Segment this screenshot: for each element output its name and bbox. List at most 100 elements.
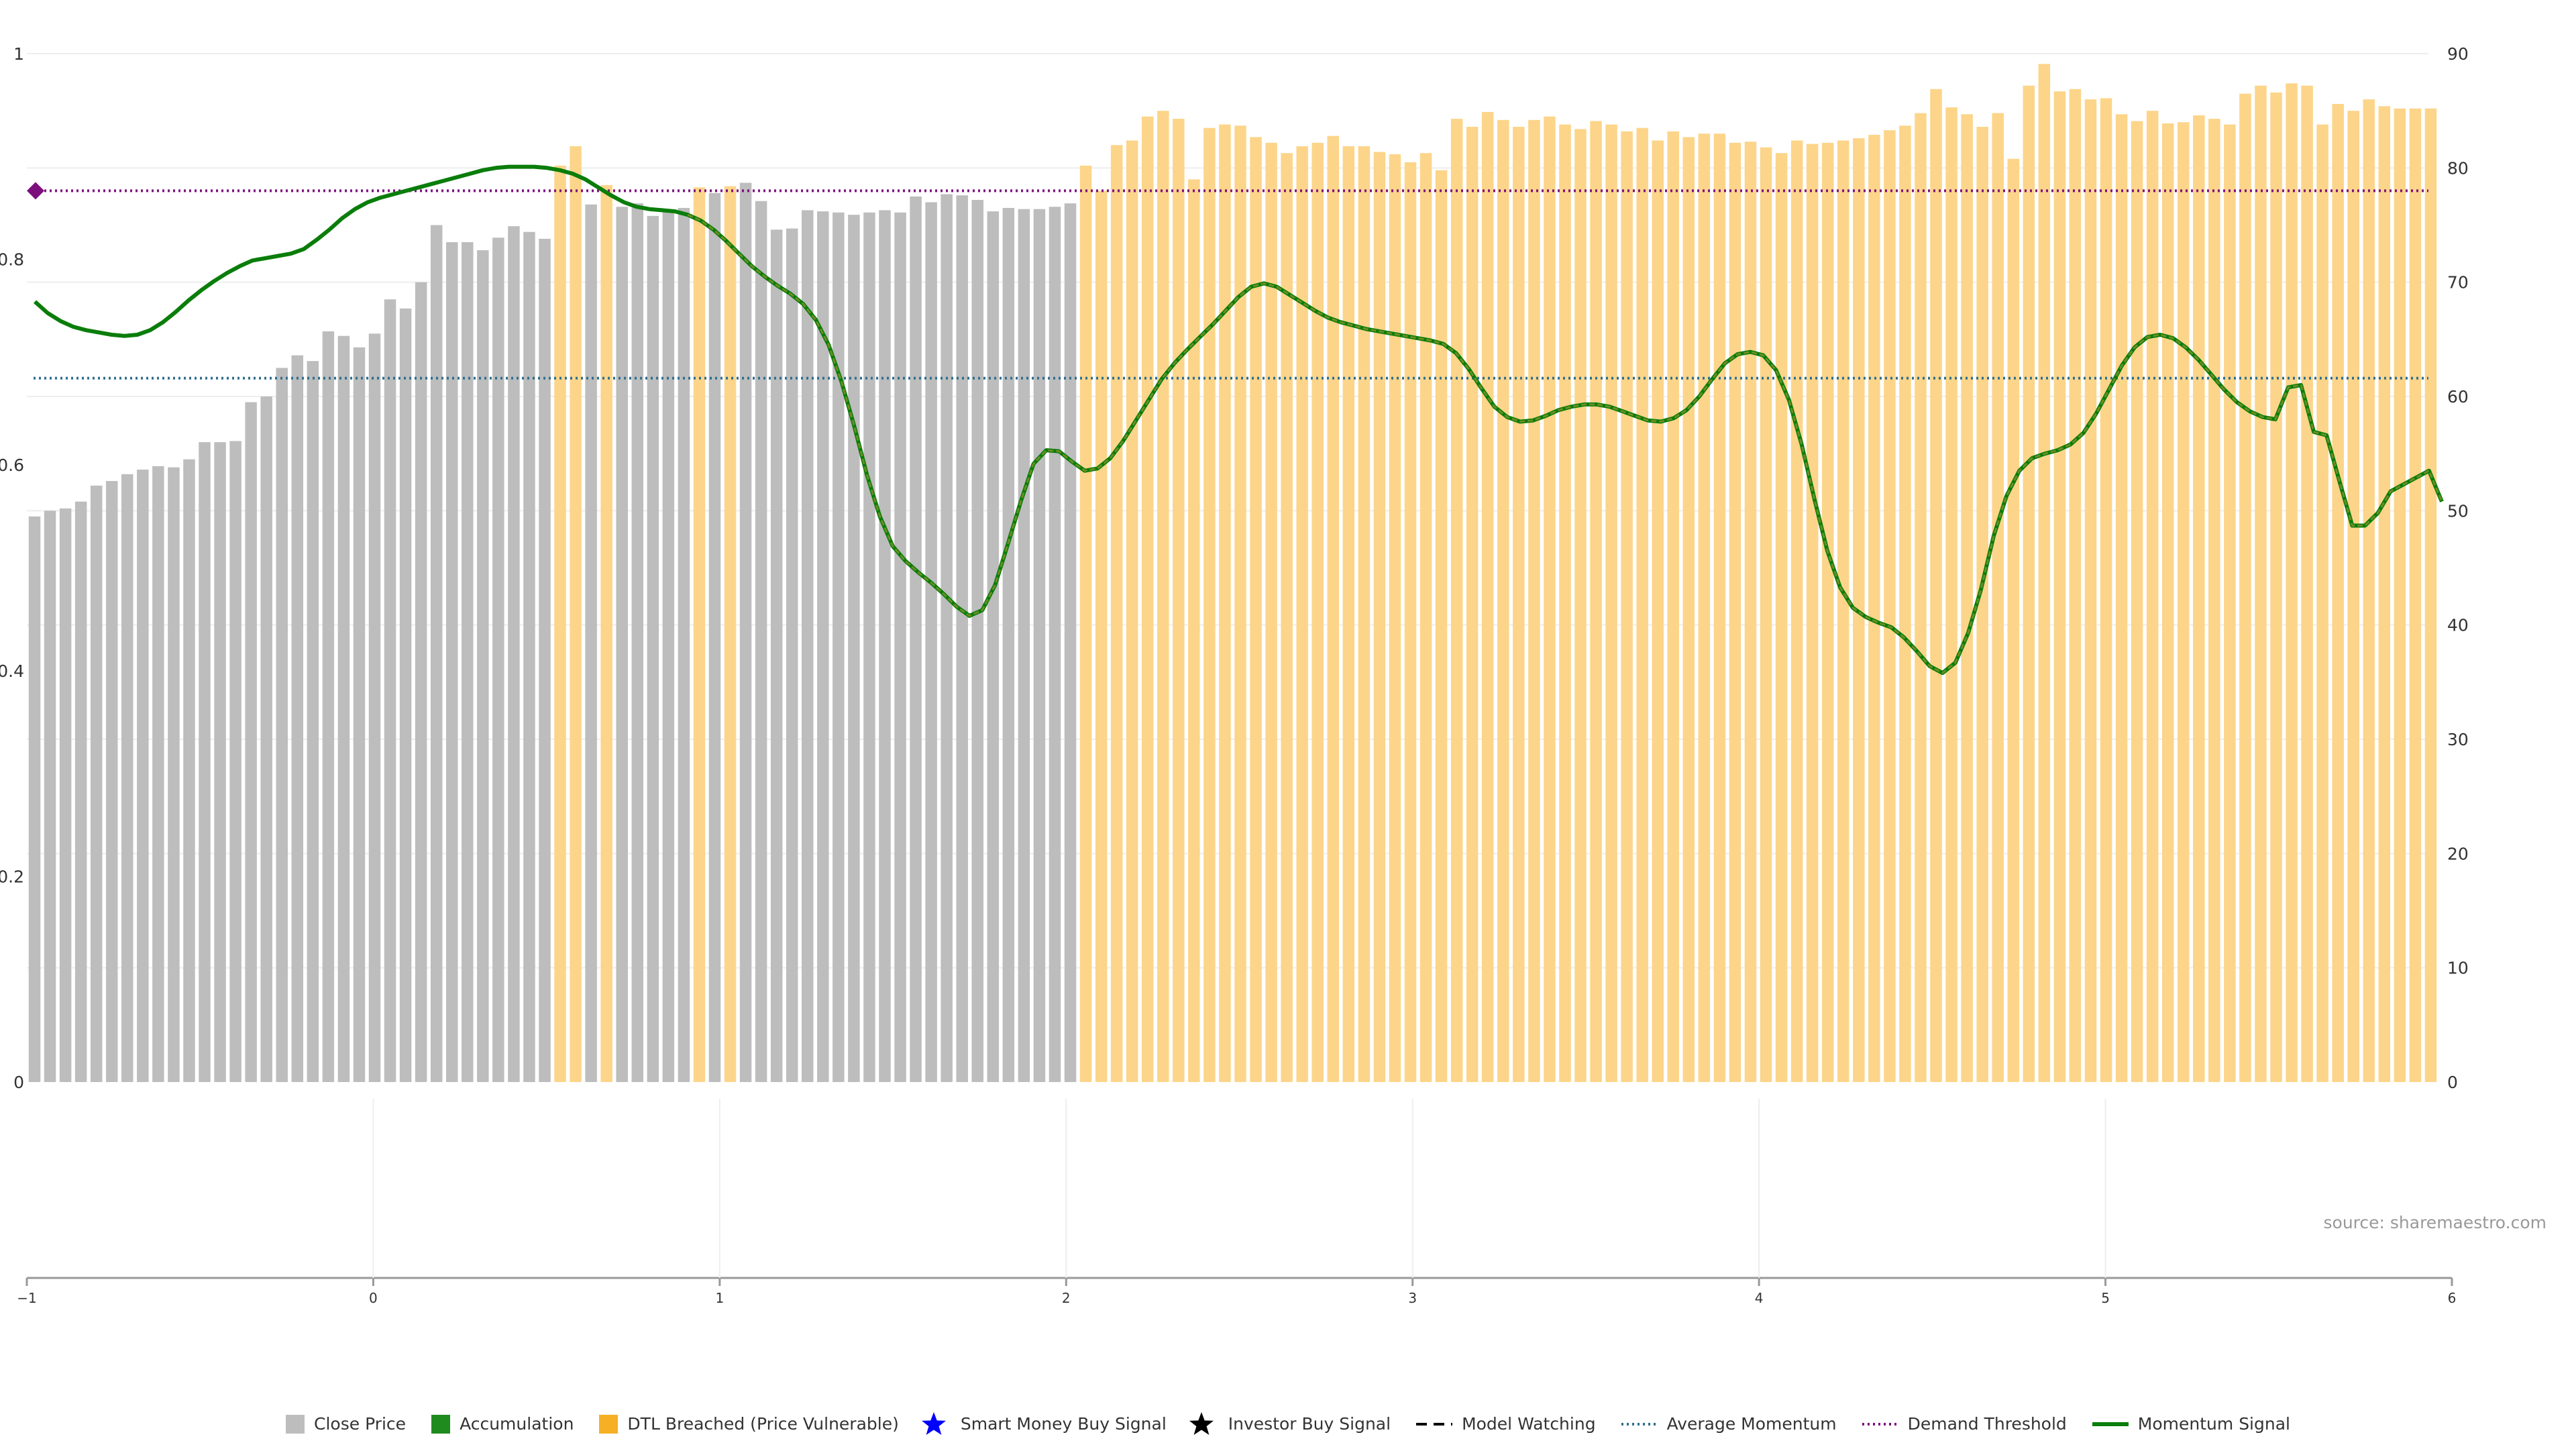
- legend-item[interactable]: Demand Threshold: [1862, 1414, 2067, 1434]
- dotted-line-icon: [1621, 1415, 1658, 1434]
- dtl-bar: [2424, 108, 2437, 1082]
- dtl-bar: [1110, 145, 1123, 1082]
- legend-item[interactable]: DTL Breached (Price Vulnerable): [599, 1414, 899, 1434]
- close-price-bar: [229, 441, 241, 1082]
- close-price-bar: [817, 211, 829, 1082]
- dtl-bar: [1775, 153, 1788, 1083]
- right-axis-tick-label: 30: [2447, 730, 2469, 749]
- close-price-bar: [260, 396, 272, 1082]
- dtl-bar: [2255, 85, 2267, 1083]
- dashed-line-icon: [1416, 1415, 1453, 1434]
- dtl-bar: [1342, 146, 1355, 1083]
- bottom-axis-tick-label: 6: [2448, 1290, 2457, 1306]
- close-price-bar: [539, 238, 551, 1083]
- close-price-bar: [1049, 207, 1061, 1082]
- right-axis-tick-label: 0: [2447, 1073, 2458, 1092]
- legend-label: DTL Breached (Price Vulnerable): [627, 1414, 899, 1434]
- left-axis-tick-label: 1: [13, 44, 24, 64]
- right-axis-tick-label: 90: [2447, 44, 2469, 64]
- dtl-bar: [1481, 111, 1494, 1082]
- close-price-bar: [121, 474, 133, 1082]
- close-price-bar: [137, 470, 149, 1082]
- dtl-bar: [1605, 124, 1617, 1083]
- dotted-line-icon: [1862, 1415, 1898, 1434]
- close-price-bar: [59, 508, 72, 1082]
- legend-item[interactable]: Smart Money Buy Signal: [921, 1411, 1167, 1435]
- close-price-bar: [399, 308, 412, 1083]
- close-price-bar: [368, 333, 381, 1082]
- dtl-bar: [2084, 99, 2097, 1082]
- solid-line-icon: [2092, 1415, 2129, 1434]
- close-price-bar: [662, 211, 675, 1082]
- close-price-bar: [863, 212, 875, 1082]
- square-swatch-icon: [286, 1414, 305, 1434]
- close-price-bars: [28, 64, 2437, 1083]
- close-price-bar: [971, 200, 984, 1082]
- left-axis-tick-label: 0.8: [0, 250, 24, 270]
- legend-item[interactable]: Investor Buy Signal: [1189, 1411, 1391, 1435]
- demand-threshold-marker: [27, 182, 44, 200]
- legend-label: Model Watching: [1462, 1414, 1596, 1434]
- legend-label: Accumulation: [460, 1414, 574, 1434]
- dtl-bar: [1636, 127, 1648, 1083]
- dtl-bar: [1744, 142, 1757, 1082]
- legend-label: Close Price: [314, 1414, 407, 1434]
- dtl-bar: [2347, 111, 2360, 1082]
- dtl-bar: [2146, 111, 2159, 1082]
- dtl-bar: [1590, 121, 1602, 1082]
- dtl-bar: [1419, 153, 1432, 1083]
- dtl-bar: [2053, 91, 2066, 1083]
- dtl-bar: [2038, 64, 2051, 1083]
- square-swatch-icon: [599, 1414, 619, 1434]
- close-price-bar: [925, 202, 937, 1083]
- dtl-bar: [600, 184, 612, 1082]
- close-price-bar: [477, 250, 489, 1083]
- dtl-bar: [1404, 162, 1417, 1082]
- dtl-bar: [1373, 152, 1386, 1083]
- close-price-bar: [708, 193, 721, 1082]
- close-price-bar: [307, 361, 319, 1083]
- dtl-bar: [1173, 119, 1185, 1083]
- close-price-bar: [1018, 209, 1030, 1082]
- legend-item[interactable]: Model Watching: [1416, 1414, 1596, 1434]
- right-axis-tick-label: 70: [2447, 273, 2469, 292]
- dtl-bar: [1790, 140, 1803, 1083]
- legend-item[interactable]: Momentum Signal: [2092, 1414, 2290, 1434]
- right-axis-tick-label: 20: [2447, 844, 2469, 863]
- legend-label: Demand Threshold: [1907, 1414, 2067, 1434]
- dtl-bar: [1079, 165, 1092, 1083]
- legend-item[interactable]: Average Momentum: [1621, 1414, 1837, 1434]
- dtl-bar: [1528, 119, 1540, 1082]
- source-credit: source: sharemaestro.com: [2323, 1213, 2547, 1232]
- dtl-bar: [1868, 134, 1880, 1083]
- close-price-bar: [523, 231, 535, 1083]
- dtl-bar: [2270, 92, 2282, 1082]
- dtl-bar: [1652, 140, 1664, 1083]
- dtl-bar: [1682, 137, 1695, 1083]
- bottom-axis-tick-label: 1: [715, 1290, 724, 1306]
- close-price-bar: [415, 282, 427, 1082]
- dtl-bar: [570, 146, 582, 1083]
- left-axis-tick-label: 0.6: [0, 455, 24, 475]
- close-price-bar: [214, 442, 226, 1082]
- close-price-bar: [1064, 203, 1077, 1082]
- dtl-bar: [2363, 99, 2375, 1082]
- dtl-bar: [1806, 144, 1819, 1082]
- close-price-bar: [74, 501, 87, 1082]
- right-axis-tick-label: 50: [2447, 501, 2469, 521]
- dtl-bar: [1559, 124, 1571, 1083]
- legend-item[interactable]: Close Price: [286, 1414, 406, 1434]
- close-price-bar: [678, 207, 690, 1083]
- dtl-bar: [1250, 137, 1262, 1083]
- legend-item[interactable]: Accumulation: [431, 1414, 574, 1434]
- dtl-bar: [1497, 119, 1509, 1082]
- dtl-bar: [1281, 153, 1293, 1083]
- close-price-bar: [508, 226, 520, 1083]
- close-price-bar: [1002, 207, 1015, 1083]
- dtl-bar: [1915, 113, 1927, 1082]
- bottom-axis-tick-label: 5: [2101, 1290, 2110, 1306]
- legend-label: Investor Buy Signal: [1228, 1414, 1391, 1434]
- dtl-bar: [1358, 146, 1371, 1083]
- dtl-bar: [2178, 122, 2190, 1083]
